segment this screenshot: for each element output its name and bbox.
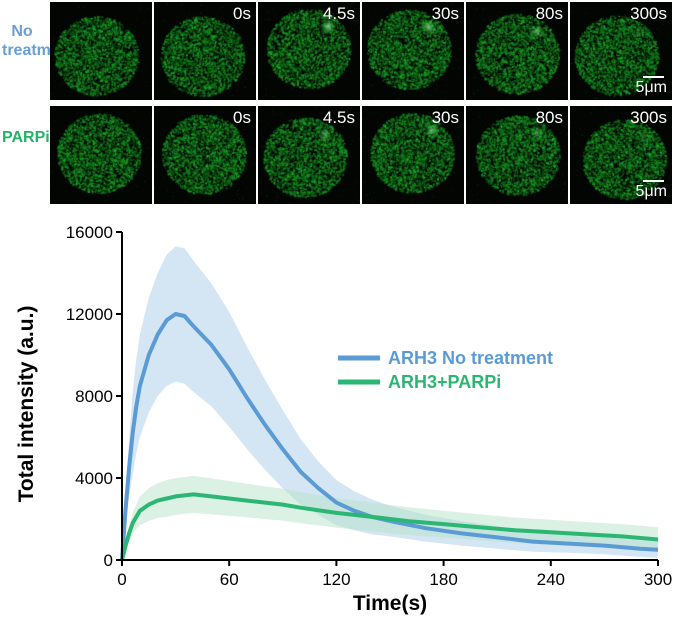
micrograph-image	[466, 2, 568, 100]
legend-label-1: ARH3+PARPi	[388, 372, 501, 392]
series-line-0	[120, 312, 659, 561]
time-label: 80s	[535, 4, 563, 23]
time-label: 0s	[233, 108, 251, 127]
micrograph-cell	[50, 2, 152, 100]
scale-label: 5μm	[635, 79, 667, 96]
micrograph-image	[570, 2, 672, 100]
micrograph-image	[466, 106, 568, 204]
micrograph-cell: 30s	[362, 2, 464, 100]
intensity-chart: 0 4000 8000 12000 16000 0 60 120 180 240 300 Time(s…	[15, 223, 672, 615]
micrograph-image	[154, 106, 256, 204]
micrograph-image	[258, 106, 360, 204]
row-label-line1: PARPi	[2, 129, 50, 146]
x-tick-label: 0	[117, 570, 126, 589]
y-tick-label: 16000	[66, 223, 113, 242]
micrograph-image	[362, 2, 464, 100]
micrograph-image	[50, 2, 152, 100]
micrograph-image	[50, 106, 152, 204]
micrograph-cell: 4.5s	[258, 106, 360, 204]
scale-bar	[643, 76, 664, 78]
scale-label: 5μm	[635, 183, 667, 200]
time-label: 0s	[233, 4, 251, 23]
row-label-no-treatment: No treatment	[2, 22, 75, 60]
row-label-parpi: PARPi	[2, 128, 50, 147]
micrograph-cell: 30s	[362, 106, 464, 204]
x-tick-label: 300	[644, 570, 672, 589]
micrograph-cell: 0s	[154, 2, 256, 100]
x-tick-label: 120	[322, 570, 350, 589]
micrograph-cell: 0s	[154, 106, 256, 204]
micrograph-image	[258, 2, 360, 100]
micrograph-image	[362, 106, 464, 204]
x-tick-label: 60	[220, 570, 239, 589]
y-tick-label: 8000	[75, 387, 113, 406]
micrograph-cell: 300s 5μm	[570, 2, 672, 100]
y-tick-label: 0	[104, 551, 113, 570]
scale-bar	[643, 180, 664, 182]
series-band-0	[122, 246, 658, 561]
y-tick-label: 4000	[75, 469, 113, 488]
micrograph-cell: 4.5s	[258, 2, 360, 100]
x-tick-label: 180	[429, 570, 457, 589]
micrograph-panel: No treatment PARPi 0s 4.5s 30s 80s 300s 5μm 0s…	[0, 0, 678, 210]
x-tick-label: 240	[537, 570, 565, 589]
time-label: 300s	[630, 108, 667, 127]
y-tick-label: 12000	[66, 305, 113, 324]
micrograph-image	[154, 2, 256, 100]
y-axis-title: Total intensity (a.u.)	[15, 306, 38, 503]
legend-label-0: ARH3 No treatment	[388, 348, 553, 368]
micrograph-image	[570, 106, 672, 204]
micrograph-cell	[50, 106, 152, 204]
micrograph-cell: 300s 5μm	[570, 106, 672, 204]
x-axis-title: Time(s)	[353, 592, 427, 615]
time-label: 80s	[535, 108, 563, 127]
row-label-line1: No	[11, 23, 33, 40]
time-label: 4.5s	[322, 4, 355, 23]
series-line-1	[120, 492, 659, 561]
row-label-line2: treatment	[2, 42, 75, 59]
time-label: 300s	[630, 4, 667, 23]
time-label: 4.5s	[322, 108, 355, 127]
micrograph-cell: 80s	[466, 2, 568, 100]
time-label: 30s	[431, 4, 459, 23]
time-label: 30s	[431, 108, 459, 127]
micrograph-cell: 80s	[466, 106, 568, 204]
